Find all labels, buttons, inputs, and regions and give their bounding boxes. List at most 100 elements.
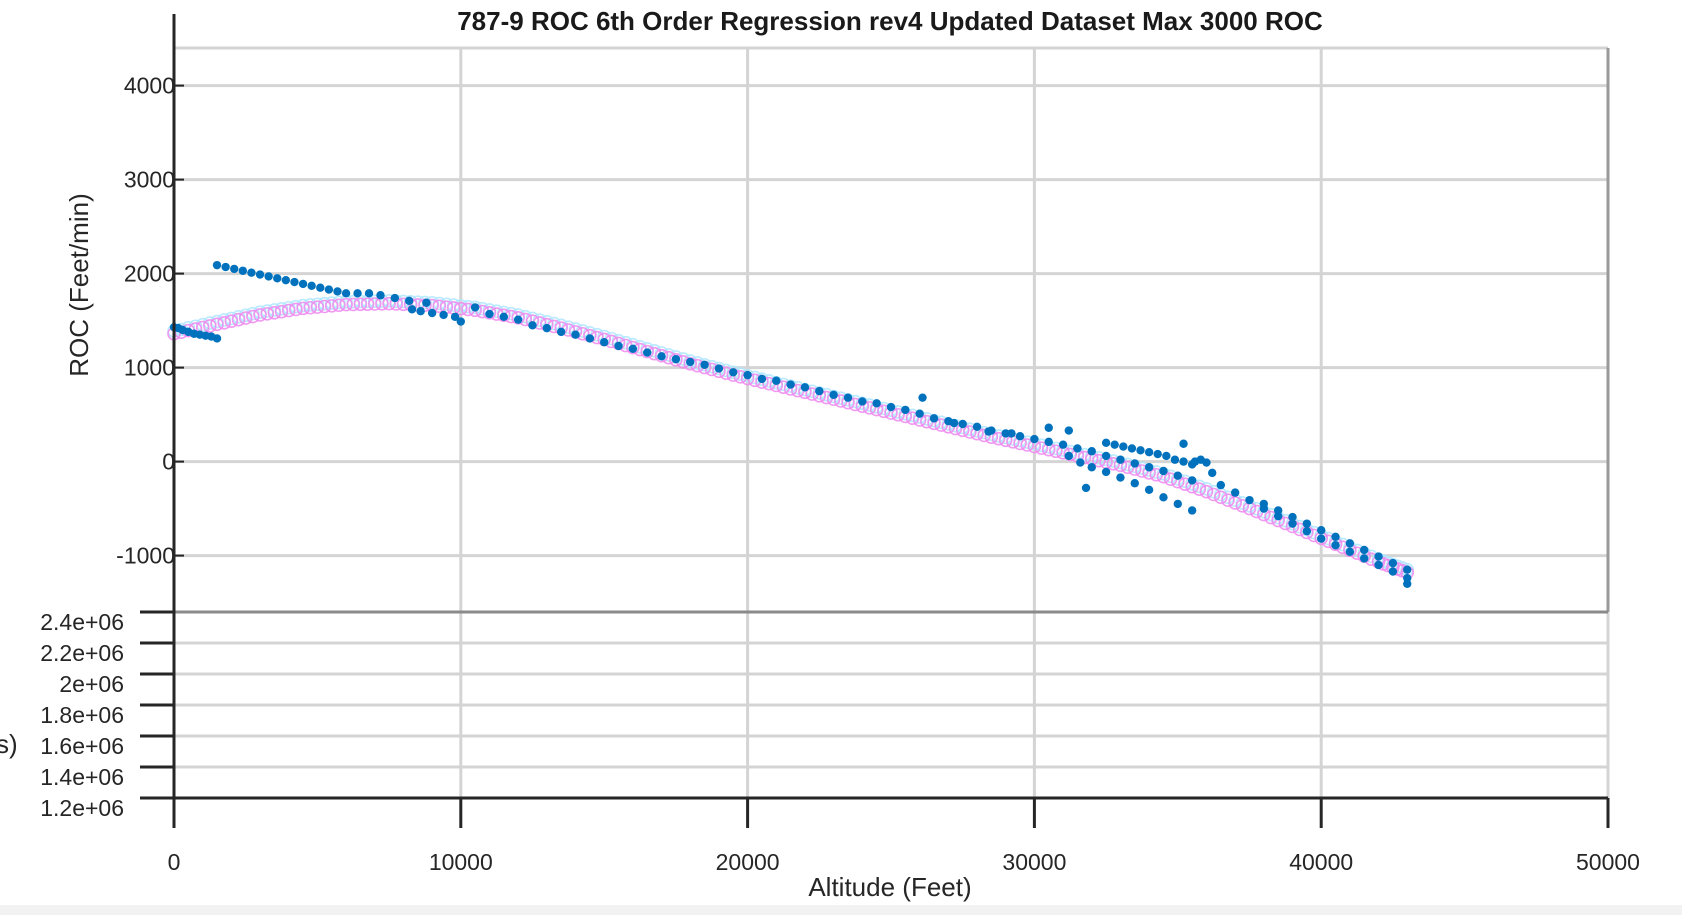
data-point bbox=[1302, 519, 1312, 528]
fit-marker-pink bbox=[238, 311, 253, 325]
data-point bbox=[281, 275, 291, 285]
data-point bbox=[1331, 532, 1340, 541]
fit-marker-pink bbox=[346, 297, 361, 312]
data-point bbox=[427, 308, 437, 318]
fit-marker-pink bbox=[281, 303, 296, 318]
x-tick-label: 20000 bbox=[716, 849, 780, 875]
data-point bbox=[416, 307, 425, 316]
data-point bbox=[212, 260, 222, 270]
data-point bbox=[614, 341, 623, 351]
data-point bbox=[1159, 466, 1168, 476]
fit-marker-pink bbox=[353, 297, 368, 312]
data-point bbox=[786, 380, 795, 389]
fit-marker-pink bbox=[963, 425, 977, 439]
data-point bbox=[972, 422, 982, 432]
fit-marker-pink bbox=[1235, 498, 1250, 513]
data-point bbox=[513, 315, 523, 324]
data-point bbox=[585, 334, 595, 343]
x-tick-label: 10000 bbox=[429, 849, 493, 875]
fit-marker-pink bbox=[626, 340, 640, 355]
data-point bbox=[1119, 442, 1128, 451]
data-point bbox=[958, 419, 967, 429]
data-point bbox=[439, 310, 448, 320]
data-point bbox=[1179, 457, 1188, 466]
data-point bbox=[390, 293, 400, 303]
fit-marker-pink bbox=[991, 431, 1006, 446]
data-point bbox=[1144, 448, 1154, 457]
y-tick-label: -1000 bbox=[116, 543, 175, 569]
data-point bbox=[714, 364, 724, 373]
data-point bbox=[364, 289, 374, 298]
fit-marker-pink bbox=[296, 301, 310, 316]
fit-marker-pink bbox=[891, 407, 905, 422]
data-point bbox=[643, 348, 652, 357]
fit-marker-pink bbox=[1077, 450, 1092, 465]
lower-y-tick-label: 1.4e+06 bbox=[40, 764, 124, 790]
data-point bbox=[1044, 423, 1053, 432]
data-point bbox=[528, 321, 537, 330]
data-point bbox=[1230, 488, 1240, 497]
fit-marker-pink bbox=[1020, 438, 1035, 452]
fit-marker-pink bbox=[640, 344, 655, 359]
data-point bbox=[1153, 449, 1162, 459]
fit-marker-pink bbox=[253, 308, 267, 322]
data-point bbox=[1173, 499, 1183, 509]
data-point bbox=[1162, 451, 1171, 461]
x-tick-label: 50000 bbox=[1576, 849, 1640, 875]
data-point bbox=[1064, 426, 1074, 435]
data-point bbox=[273, 274, 282, 283]
lower-y-tick-label: 2.4e+06 bbox=[40, 609, 124, 635]
data-point bbox=[316, 283, 325, 292]
fit-marker-pink bbox=[224, 314, 239, 329]
fit-marker-pink bbox=[1206, 487, 1221, 502]
data-point bbox=[1259, 499, 1269, 509]
data-point bbox=[1190, 457, 1200, 466]
data-point bbox=[1101, 467, 1111, 477]
fit-marker-pink bbox=[339, 297, 353, 312]
data-point bbox=[1179, 439, 1188, 448]
data-point bbox=[470, 303, 480, 312]
x-tick-labels: 0 10000 20000 30000 40000 50000 bbox=[168, 849, 1640, 875]
data-point bbox=[815, 386, 824, 396]
fit-marker-pink bbox=[360, 297, 375, 311]
data-point bbox=[247, 268, 256, 277]
fit-marker-pink bbox=[210, 317, 224, 332]
fit-marker-pink bbox=[654, 348, 669, 363]
data-point bbox=[1127, 444, 1137, 453]
axes bbox=[140, 14, 1610, 828]
data-point bbox=[290, 277, 299, 287]
data-point bbox=[1081, 483, 1091, 493]
data-point bbox=[1110, 440, 1119, 449]
data-point bbox=[1130, 459, 1139, 468]
data-point bbox=[499, 312, 509, 322]
fit-marker-pink bbox=[267, 305, 282, 320]
lower-y-tick-label: 1.8e+06 bbox=[40, 702, 124, 728]
data-point bbox=[686, 357, 695, 367]
fit-marker-pink bbox=[274, 304, 289, 319]
x-axis-title: Altitude (Feet) bbox=[808, 872, 971, 902]
data-point bbox=[1360, 554, 1369, 563]
y-tick-label: 2000 bbox=[124, 261, 175, 287]
data-point bbox=[422, 298, 431, 307]
fit-marker-pink bbox=[1199, 484, 1214, 499]
data-point bbox=[1144, 485, 1154, 494]
data-point bbox=[1317, 534, 1326, 543]
fit-marker-pink bbox=[289, 302, 303, 317]
data-point bbox=[1403, 579, 1412, 588]
data-point bbox=[843, 393, 853, 402]
fit-marker-pink bbox=[453, 301, 468, 316]
data-point bbox=[1064, 451, 1074, 461]
y-tick-label: 3000 bbox=[124, 167, 175, 193]
data-point bbox=[1403, 565, 1412, 574]
data-point bbox=[485, 309, 494, 319]
data-point bbox=[353, 289, 362, 298]
fit-marker-pink bbox=[905, 411, 920, 426]
data-point bbox=[1076, 458, 1085, 467]
fit-marker-pink bbox=[1221, 493, 1235, 507]
fit-marker-pink bbox=[1049, 444, 1063, 459]
data-point bbox=[376, 291, 385, 300]
data-point bbox=[671, 354, 681, 364]
x-tick-label: 0 bbox=[168, 849, 181, 875]
upper-grid bbox=[172, 46, 1610, 612]
